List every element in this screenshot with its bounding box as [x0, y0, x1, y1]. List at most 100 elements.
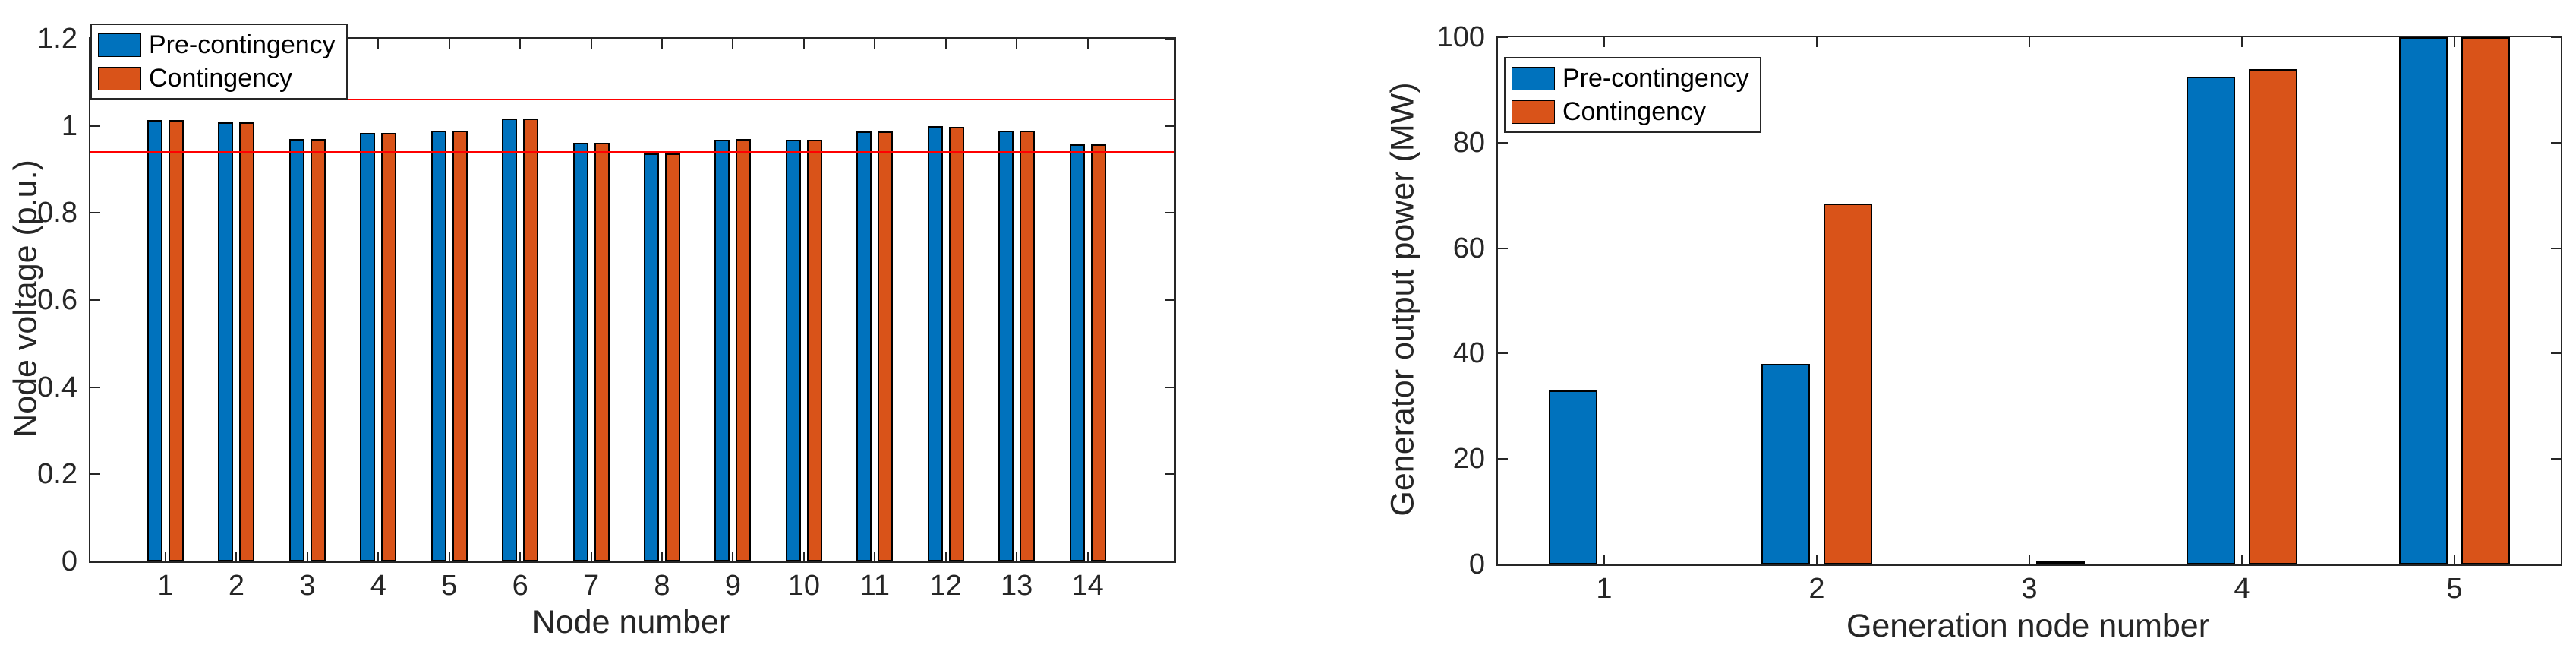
x-tick — [2029, 555, 2030, 564]
pre-contingency-bar — [785, 140, 801, 561]
pre-contingency-bar — [147, 119, 162, 561]
x-tick — [1816, 37, 1818, 47]
pre-contingency-bar — [927, 126, 943, 561]
y-tick-label: 0.6 — [37, 284, 77, 316]
x-tick — [802, 39, 805, 49]
contingency-bar — [1090, 144, 1106, 561]
generator-y-axis-label: Generator output power (MW) — [1384, 82, 1421, 517]
pre-contingency-bar — [856, 131, 872, 561]
contingency-swatch-icon — [1512, 100, 1555, 124]
x-tick — [874, 552, 876, 561]
contingency-bar — [736, 138, 752, 561]
x-tick — [661, 39, 663, 49]
y-tick — [1498, 247, 1508, 249]
x-tick-label: 1 — [157, 570, 174, 602]
x-tick-label: 5 — [441, 570, 458, 602]
contingency-bar — [381, 133, 397, 561]
y-tick-label: 0.2 — [37, 458, 77, 491]
y-tick — [2551, 36, 2561, 38]
x-tick-label: 10 — [787, 570, 820, 602]
pre-contingency-bar — [2187, 77, 2235, 564]
contingency-bar — [2461, 37, 2510, 564]
pre-contingency-bar — [714, 140, 730, 561]
x-tick-label: 2 — [1808, 573, 1825, 605]
y-tick — [90, 125, 100, 127]
x-tick-label: 8 — [654, 570, 670, 602]
voltage-x-axis-label: Node number — [531, 604, 730, 640]
x-tick — [874, 39, 876, 49]
voltage-plot-area: 0 0.2 0.4 0.6 0.8 1 1.2 1 2 3 4 5 6 7 8 9 10 11 12 13 14 — [37, 24, 1176, 601]
x-tick-label: 14 — [1071, 570, 1104, 602]
y-tick-label: 20 — [1452, 443, 1485, 476]
voltage-limit-line — [90, 99, 1174, 101]
y-tick-label: 1.2 — [37, 23, 77, 55]
pre-contingency-bar — [218, 122, 234, 561]
x-tick — [1016, 552, 1018, 561]
y-tick — [2551, 141, 2561, 144]
x-tick — [306, 552, 308, 561]
x-tick-label: 11 — [859, 570, 891, 602]
y-tick — [1165, 125, 1174, 127]
y-tick-label: 0.8 — [37, 197, 77, 229]
x-tick — [1086, 552, 1089, 561]
x-tick — [1016, 39, 1018, 49]
x-tick — [590, 39, 592, 49]
generator-x-axis-label: Generation node number — [1846, 608, 2210, 644]
x-tick-label: 2 — [228, 570, 244, 602]
pre-contingency-bar — [998, 130, 1014, 561]
legend-label: Pre-contingency — [1562, 64, 1749, 93]
y-tick-label: 80 — [1452, 126, 1485, 159]
x-tick — [802, 552, 805, 561]
y-tick — [90, 299, 100, 301]
x-tick-label: 5 — [2446, 573, 2463, 605]
contingency-bar — [310, 138, 326, 561]
x-tick-label: 12 — [929, 570, 962, 602]
x-tick — [377, 552, 380, 561]
y-tick — [1498, 352, 1508, 355]
x-tick — [519, 552, 522, 561]
y-tick-label: 1 — [61, 109, 77, 142]
x-tick — [2029, 37, 2030, 47]
y-tick-label: 40 — [1452, 337, 1485, 370]
x-tick-label: 4 — [370, 570, 386, 602]
x-tick — [732, 552, 734, 561]
y-tick — [1498, 564, 1508, 565]
contingency-bar — [2249, 68, 2297, 564]
x-tick — [448, 552, 450, 561]
legend-item-contingency: Contingency — [98, 65, 336, 92]
contingency-bar — [806, 140, 822, 561]
x-tick-label: 7 — [583, 570, 600, 602]
x-tick — [448, 39, 450, 49]
pre-contingency-bar — [360, 132, 376, 561]
legend-item-pre-contingency: Pre-contingency — [1512, 65, 1749, 92]
x-tick — [1603, 37, 1605, 47]
y-tick — [90, 212, 100, 214]
y-tick — [1165, 38, 1174, 40]
x-tick-label: 9 — [724, 570, 741, 602]
y-tick — [2551, 247, 2561, 249]
x-tick — [2241, 555, 2243, 564]
y-tick — [1498, 36, 1508, 38]
x-tick — [377, 39, 380, 49]
x-tick-label: 4 — [2234, 573, 2250, 605]
x-tick — [732, 39, 734, 49]
contingency-swatch-icon — [98, 66, 141, 90]
x-tick — [1816, 555, 1818, 564]
voltage-legend: Pre-contingency Contingency — [90, 24, 348, 100]
contingency-bar — [1824, 203, 1872, 564]
x-tick-label: 1 — [1596, 573, 1613, 605]
y-tick — [2551, 352, 2561, 355]
y-tick — [1165, 299, 1174, 301]
y-tick — [90, 561, 100, 562]
x-tick-label: 3 — [2021, 573, 2038, 605]
x-tick — [944, 552, 947, 561]
voltage-limit-line — [90, 151, 1174, 153]
pre-contingency-bar — [1549, 390, 1597, 564]
y-tick-label: 0 — [1468, 548, 1485, 580]
contingency-bar — [169, 120, 184, 561]
pre-contingency-bar — [572, 143, 588, 561]
contingency-bar — [665, 153, 680, 561]
x-tick — [2454, 37, 2455, 47]
legend-label: Contingency — [149, 64, 293, 93]
